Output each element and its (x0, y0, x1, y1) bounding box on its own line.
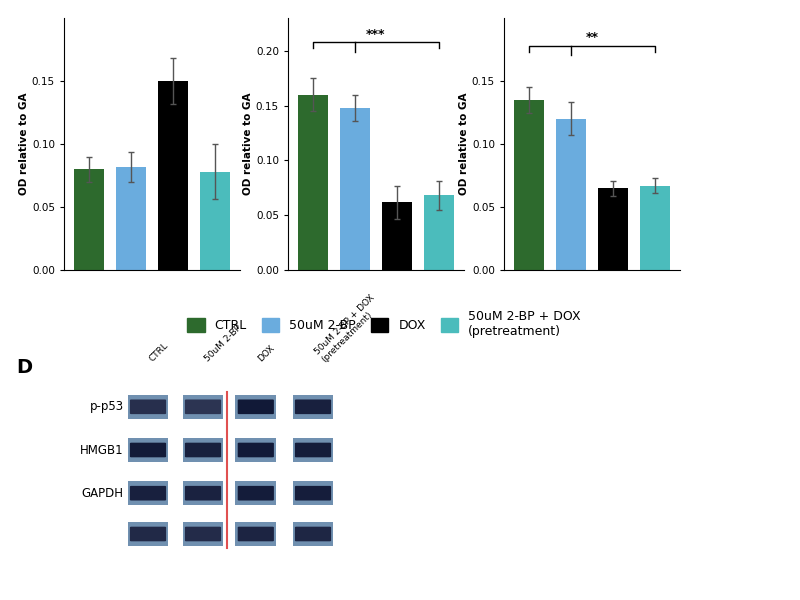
Text: CTRL: CTRL (148, 341, 170, 364)
FancyBboxPatch shape (295, 486, 331, 500)
Bar (293, 522, 334, 546)
FancyBboxPatch shape (238, 486, 274, 500)
FancyBboxPatch shape (238, 443, 274, 457)
Bar (235, 395, 276, 419)
Bar (116, 167, 146, 270)
Bar (598, 188, 628, 270)
Bar (293, 481, 334, 505)
FancyBboxPatch shape (130, 400, 166, 414)
Text: p-p53: p-p53 (90, 400, 124, 413)
FancyBboxPatch shape (130, 527, 166, 541)
Bar (235, 438, 276, 462)
Y-axis label: OD relative to GA: OD relative to GA (459, 93, 469, 195)
Bar (182, 522, 223, 546)
Y-axis label: OD relative to GA: OD relative to GA (243, 93, 253, 195)
Text: D: D (16, 358, 32, 377)
Bar (424, 196, 454, 270)
Bar (235, 522, 276, 546)
Bar (200, 172, 230, 270)
Bar (127, 395, 169, 419)
FancyBboxPatch shape (185, 527, 221, 541)
Text: HMGB1: HMGB1 (80, 443, 124, 457)
FancyBboxPatch shape (295, 527, 331, 541)
Bar (514, 100, 544, 270)
Bar (182, 481, 223, 505)
Bar (382, 202, 412, 270)
Text: **: ** (586, 31, 598, 44)
Bar (235, 481, 276, 505)
Bar (298, 95, 328, 270)
FancyBboxPatch shape (130, 443, 166, 457)
FancyBboxPatch shape (185, 400, 221, 414)
Bar (74, 169, 104, 270)
FancyBboxPatch shape (238, 527, 274, 541)
Bar (293, 395, 334, 419)
FancyBboxPatch shape (295, 443, 331, 457)
Bar (127, 438, 169, 462)
Bar (182, 438, 223, 462)
Text: 50uM 2-BP + DOX
(pretreatment): 50uM 2-BP + DOX (pretreatment) (313, 293, 384, 364)
Bar (127, 481, 169, 505)
FancyBboxPatch shape (185, 443, 221, 457)
Bar (640, 185, 670, 270)
FancyBboxPatch shape (130, 486, 166, 500)
Text: 50uM 2-BP: 50uM 2-BP (203, 323, 243, 364)
FancyBboxPatch shape (185, 486, 221, 500)
Y-axis label: OD relative to GA: OD relative to GA (19, 93, 29, 195)
Bar (293, 438, 334, 462)
Text: GAPDH: GAPDH (82, 487, 124, 500)
Bar (158, 81, 188, 270)
Bar (556, 119, 586, 270)
Text: DOX: DOX (256, 344, 276, 364)
Bar (182, 395, 223, 419)
Bar (340, 108, 370, 270)
FancyBboxPatch shape (238, 400, 274, 414)
Bar (127, 522, 169, 546)
Legend: CTRL, 50uM 2-BP, DOX, 50uM 2-BP + DOX
(pretreatment): CTRL, 50uM 2-BP, DOX, 50uM 2-BP + DOX (p… (182, 305, 586, 343)
FancyBboxPatch shape (295, 400, 331, 414)
Text: ***: *** (366, 28, 386, 41)
